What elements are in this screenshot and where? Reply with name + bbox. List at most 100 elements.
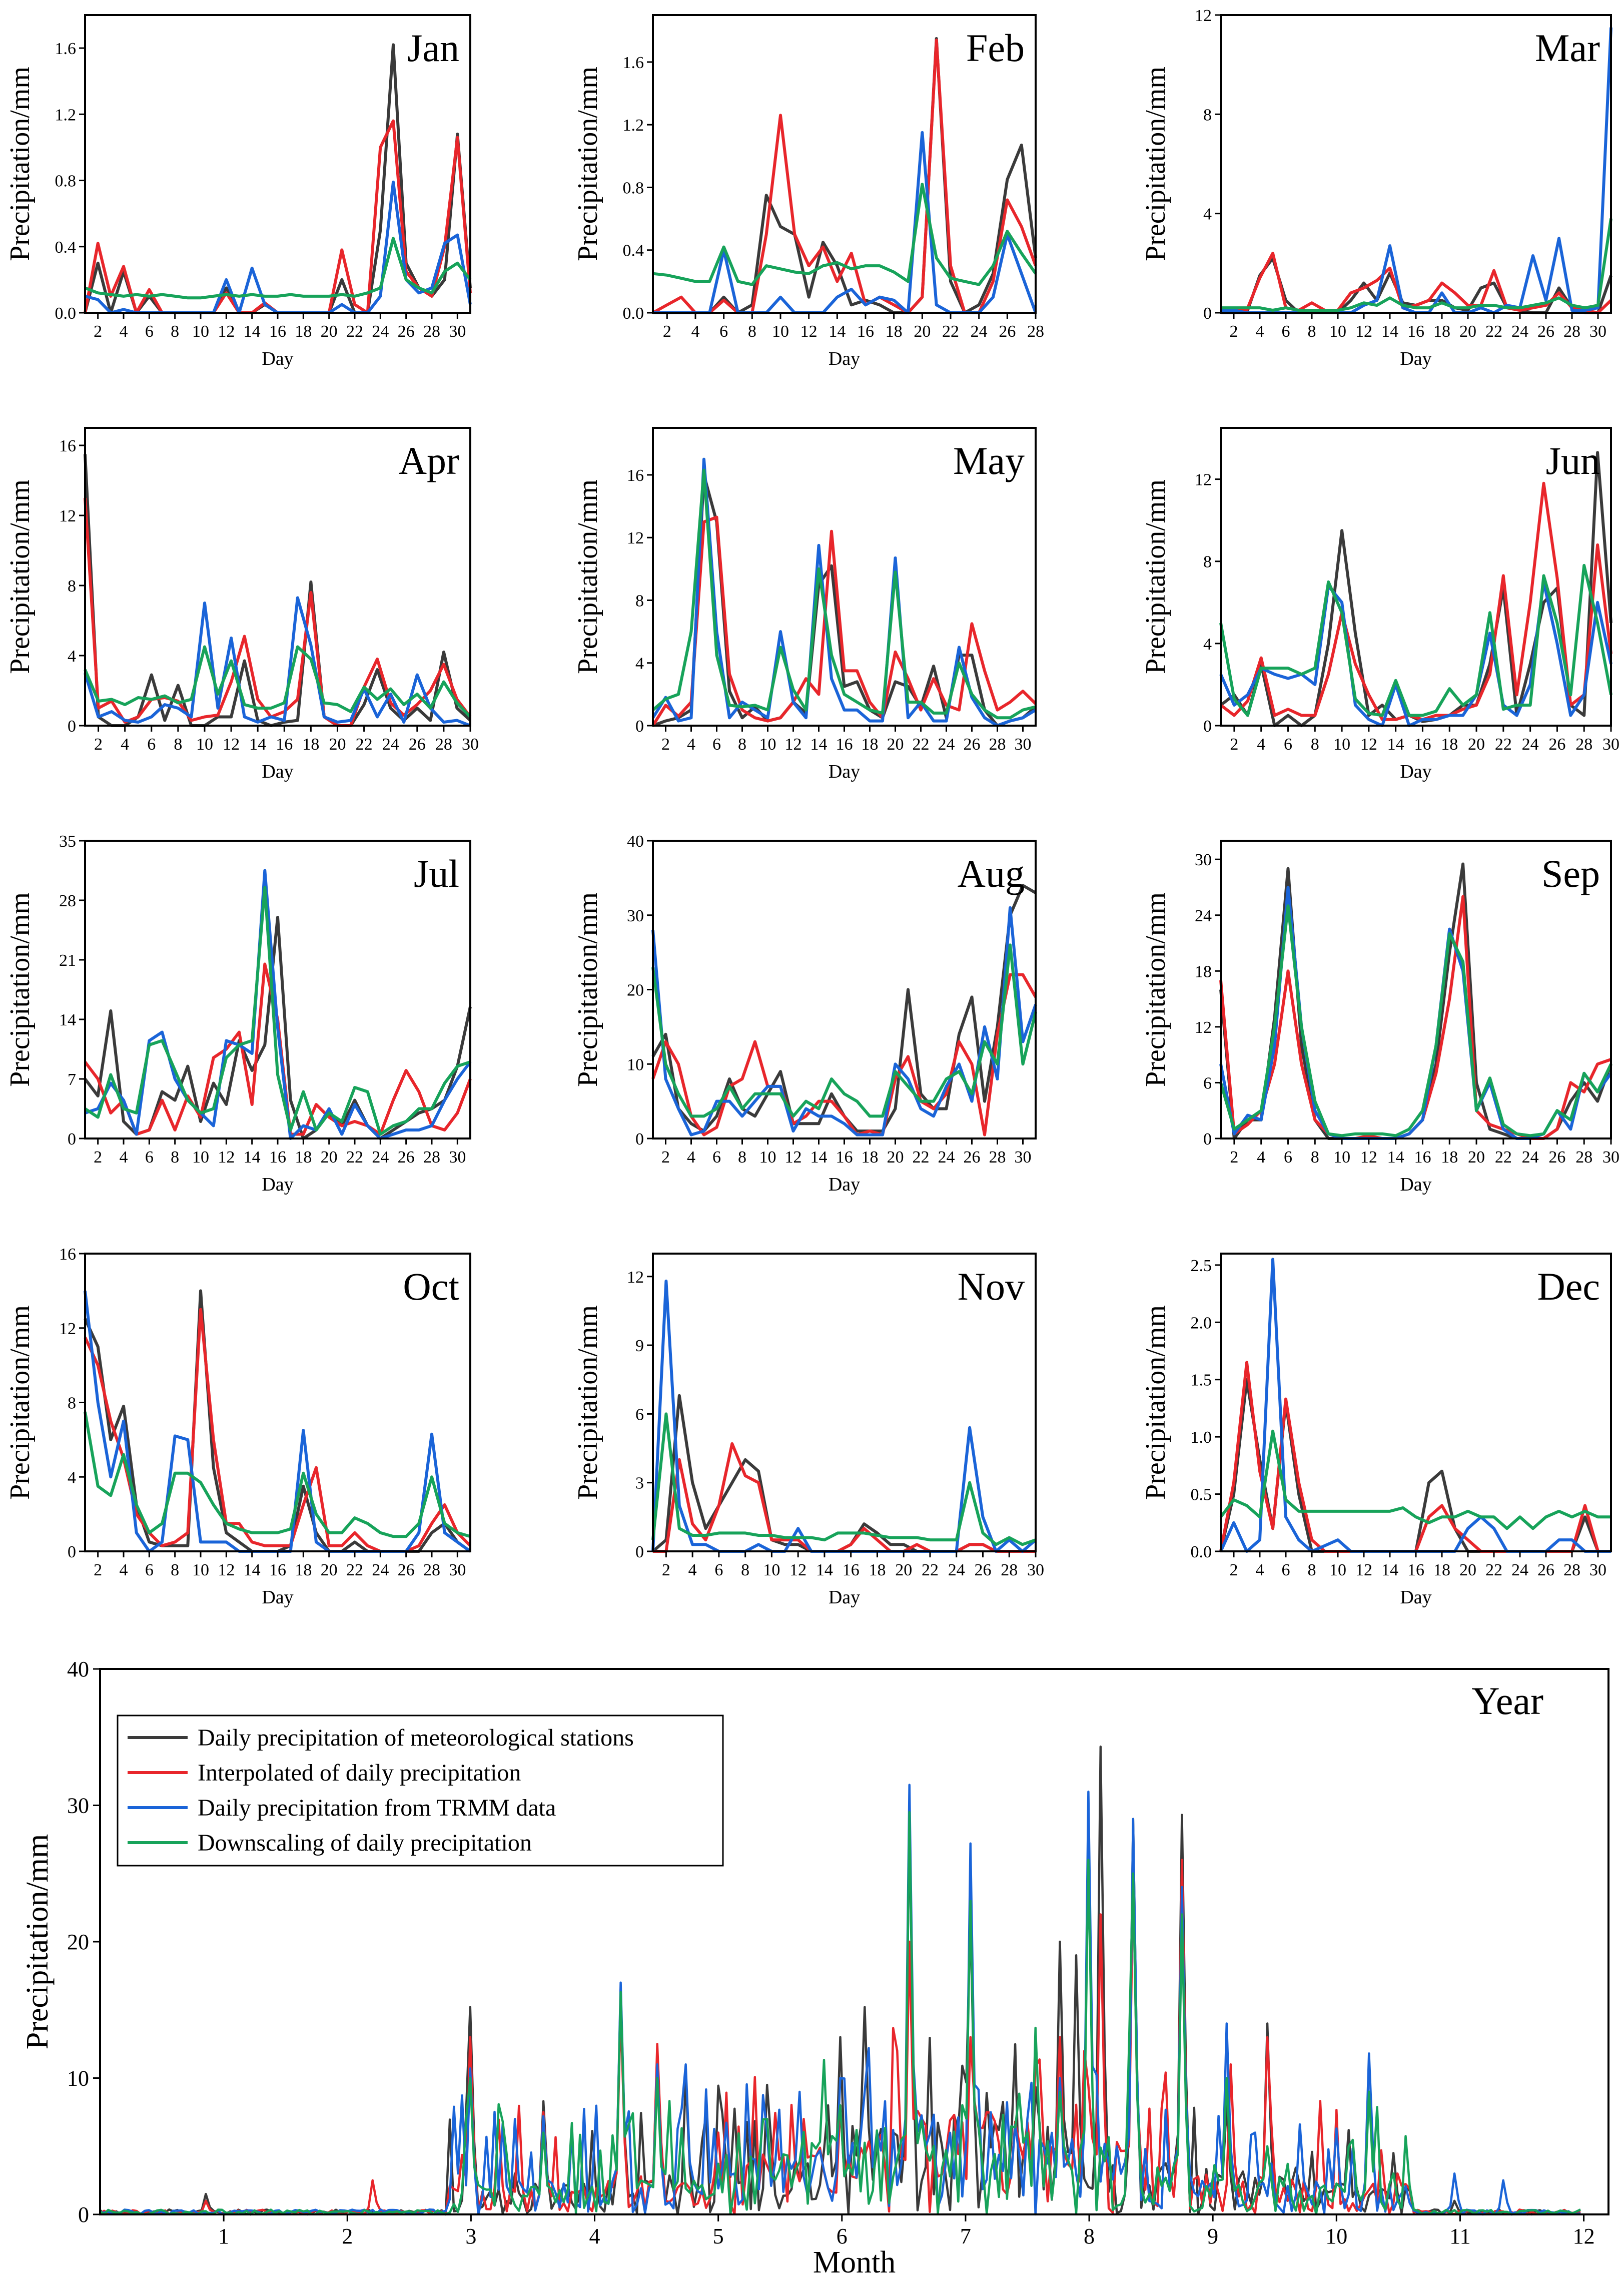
y-tick-label: 40 [627, 832, 644, 851]
y-tick-label: 21 [59, 951, 76, 970]
x-tick-label: 2 [94, 735, 103, 754]
x-tick-label: 8 [738, 1148, 746, 1167]
x-tick-label: 20 [321, 322, 338, 341]
x-tick-label: 14 [244, 1561, 261, 1579]
y-tick-label: 8 [68, 1394, 76, 1413]
x-tick-label: 4 [120, 322, 128, 341]
x-tick-label: 28 [1575, 735, 1592, 754]
x-tick-label: 2 [663, 322, 671, 341]
x-tick-label: 18 [862, 735, 879, 754]
x-tick-label: 24 [1511, 1561, 1528, 1579]
x-tick-label: 3 [465, 2224, 476, 2248]
x-axis-label: Day [262, 761, 293, 782]
x-tick-label: 16 [1407, 1561, 1424, 1579]
x-tick-label: 28 [1563, 322, 1580, 341]
x-tick-label: 4 [687, 1148, 695, 1167]
series-line-sep-1 [1219, 895, 1611, 1140]
plot-frame [1220, 840, 1612, 1139]
x-tick-label: 24 [938, 1148, 955, 1167]
x-tick-label: 28 [1575, 1148, 1592, 1167]
y-axis-label: Precipitation/mm [572, 479, 603, 674]
x-tick-label: 4 [1257, 1148, 1265, 1167]
x-tick-label: 16 [1414, 735, 1431, 754]
x-tick-label: 18 [295, 322, 312, 341]
x-tick-label: 4 [691, 322, 700, 341]
plot-frame [652, 14, 1037, 314]
y-tick-label: 20 [67, 1930, 89, 1954]
y-tick-label: 9 [635, 1337, 644, 1355]
x-tick-label: 4 [1256, 1561, 1264, 1579]
panel-jan: 2 4 6 8 10 12 14 16 18 20 22 24 26 28 300.00.40.81.21.… [5, 14, 472, 369]
y-tick-label: 0.4 [623, 242, 644, 260]
y-tick-label: 12 [1195, 471, 1212, 489]
y-axis-label: Precipitation/mm [5, 67, 36, 261]
x-tick-label: 30 [1589, 322, 1606, 341]
x-tick-label: 8 [171, 1561, 179, 1579]
x-tick-label: 22 [922, 1561, 939, 1579]
x-tick-label: 10 [763, 1561, 780, 1579]
x-tick-label: 16 [843, 1561, 860, 1579]
y-tick-label: 30 [1195, 851, 1212, 869]
y-tick-label: 1.2 [623, 116, 644, 135]
x-tick-label: 4 [687, 735, 695, 754]
x-tick-label: 9 [1207, 2224, 1218, 2248]
x-tick-label: 22 [1485, 1561, 1502, 1579]
series-line-jan-3 [84, 237, 472, 300]
x-tick-label: 8 [748, 322, 756, 341]
series-line-jul-2 [85, 869, 472, 1140]
x-tick-label: 30 [449, 1148, 466, 1167]
x-tick-label: 24 [372, 1148, 389, 1167]
x-tick-label: 6 [837, 2224, 848, 2248]
legend-label-3: Downscaling of daily precipitation [198, 1830, 532, 1856]
y-tick-label: 1.5 [1191, 1371, 1212, 1390]
x-tick-label: 24 [1522, 735, 1539, 754]
x-tick-label: 8 [174, 735, 182, 754]
x-tick-label: 26 [964, 1148, 981, 1167]
panel-mar: 2 4 6 8 10 12 14 16 18 20 22 24 26 28 3004812DayPrecip… [1140, 7, 1612, 369]
x-tick-label: 26 [398, 1561, 415, 1579]
series-line-jan-2 [85, 180, 472, 314]
x-tick-label: 6 [1284, 735, 1292, 754]
x-tick-label: 8 [171, 1148, 179, 1167]
x-tick-label: 16 [1407, 322, 1424, 341]
y-tick-label: 0 [635, 1543, 644, 1561]
x-tick-label: 24 [1511, 322, 1528, 341]
x-tick-label: 20 [1459, 1561, 1476, 1579]
x-tick-label: 8 [1311, 1148, 1319, 1167]
x-tick-label: 10 [772, 322, 789, 341]
panel-jun: 2 4 6 8 10 12 14 16 18 20 22 24 26 28 3004812DayPrecip… [1140, 427, 1619, 782]
x-tick-label: 10 [759, 735, 776, 754]
y-tick-label: 0 [635, 1130, 644, 1149]
x-tick-label: 6 [1282, 1561, 1290, 1579]
x-tick-label: 10 [1329, 1561, 1346, 1579]
y-tick-label: 40 [67, 1657, 89, 1681]
x-tick-label: 22 [1485, 322, 1502, 341]
panel-title: Jan [407, 26, 459, 70]
x-tick-label: 20 [1468, 1148, 1485, 1167]
x-tick-label: 6 [1284, 1148, 1292, 1167]
series-line-apr-0 [84, 454, 472, 727]
y-tick-label: 0 [1203, 304, 1212, 323]
y-tick-label: 10 [627, 1055, 644, 1074]
series-line-sep-3 [1219, 904, 1612, 1137]
x-tick-label: 14 [244, 322, 261, 341]
x-tick-label: 6 [145, 322, 154, 341]
y-tick-label: 12 [627, 529, 644, 547]
x-tick-label: 18 [886, 322, 903, 341]
x-tick-label: 14 [1387, 735, 1404, 754]
x-tick-label: 10 [192, 1561, 209, 1579]
x-axis-label: Day [829, 761, 860, 782]
series-line-may-2 [651, 457, 1037, 727]
x-tick-label: 12 [785, 1148, 802, 1167]
x-tick-label: 4 [589, 2224, 600, 2248]
y-tick-label: 28 [59, 892, 76, 910]
panel-title: Mar [1535, 26, 1600, 70]
x-tick-label: 20 [914, 322, 931, 341]
y-tick-label: 12 [59, 507, 76, 525]
series-line-sep-2 [1219, 886, 1612, 1140]
x-tick-label: 28 [435, 735, 452, 754]
panel-jul: 2 4 6 8 10 12 14 16 18 20 22 24 26 28 300714212835DayP… [5, 832, 472, 1195]
x-tick-label: 26 [409, 735, 426, 754]
x-tick-label: 2 [1230, 735, 1238, 754]
y-tick-label: 0.8 [55, 172, 77, 191]
